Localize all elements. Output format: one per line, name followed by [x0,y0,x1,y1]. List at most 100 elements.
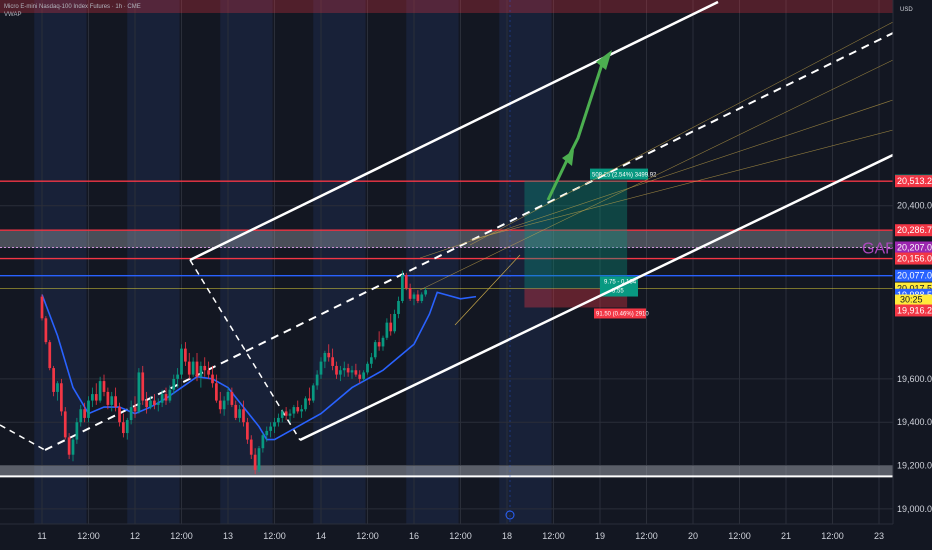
candle-body [292,407,296,414]
channel-lower-line [299,153,894,442]
candle-body [125,420,129,434]
price-tag-label: 20,207.00 [897,242,932,252]
countdown-bg [895,294,932,305]
candle-body [315,374,319,386]
candle-body [234,404,238,418]
session-band [127,0,180,524]
price-tag [895,304,932,317]
candle-body [145,400,148,408]
x-tick-label: 19 [595,531,605,541]
candle-body [253,454,257,470]
candle-body [110,396,114,405]
profit-zone [524,180,628,289]
price-tag [895,175,932,188]
x-tick-label: 12:00 [356,531,379,541]
candle-body [118,407,121,423]
candle-body [249,439,253,455]
candle-body [191,361,195,375]
x-tick-label: 12:00 [542,531,565,541]
candle-body [203,365,207,371]
candle-body [79,409,83,423]
candle-body [141,372,145,401]
session-band [313,0,366,524]
price-tag-label: 20,156.00 [897,254,932,264]
candle-body [207,370,210,375]
x-tick-label: 12:00 [635,531,658,541]
candle-body [296,407,300,412]
candle-body [319,361,323,375]
price-zone [0,465,893,477]
candle-body [218,400,222,410]
x-tick-label: 12:00 [77,531,100,541]
candle-body [269,426,272,431]
price-tag-label: 19,916.25 [897,305,932,315]
fib-fan-line [419,59,894,291]
ratio-label-2: 5.55 [612,289,624,295]
x-tick-label: 16 [409,531,419,541]
channel-upper-line [189,0,719,262]
candle-body [327,352,331,358]
swing-line-2 [189,259,301,441]
candle-body [323,352,327,362]
candle-body [222,400,226,410]
candle-body [160,394,164,403]
price-tag [895,241,932,254]
candle-body [67,437,71,455]
y-tick-label: 19,000.00 [897,504,932,514]
candle-body [56,383,59,392]
candle-body [172,378,176,390]
candle-body [226,391,230,401]
candle-body [424,290,427,295]
candle-body [331,357,334,366]
candle-body [339,370,342,375]
candle-body [211,374,214,384]
fib-fan-line [419,99,894,259]
candle-body [106,391,110,405]
stop-label-bg [594,308,646,319]
candle-body [350,370,354,373]
candle-body [60,383,63,412]
candle-body [358,374,362,379]
projection-arrowhead-mid [562,150,574,166]
candle-body [420,294,424,301]
candle-body [230,391,234,405]
time-axis-bg [0,524,932,550]
y-tick-label: 19,600.00 [897,374,932,384]
candle-body [94,394,98,401]
price-tag-label: 20,077.00 [897,271,932,281]
target-label: 508.25 (2.54%) 3499.92 [592,173,657,179]
x-tick-label: 12:00 [449,531,472,541]
price-tag-label: 20,513.25 [897,176,932,186]
candle-body [156,402,160,405]
candle-body [133,407,137,412]
candle-body [176,374,179,379]
x-tick-label: 12 [130,531,140,541]
candle-body [98,381,102,401]
candle-body [180,348,183,375]
candle-body [44,318,48,343]
x-tick-label: 11 [37,531,46,541]
candle-body [164,394,168,401]
candle-body [184,348,187,362]
x-tick-label: 21 [781,531,791,541]
candle-body [114,396,117,408]
candle-body [91,394,94,401]
candle-body [149,400,152,408]
candle-body [342,368,346,371]
countdown: 30:25 [900,295,923,305]
target-label-bg [590,168,648,180]
x-tick-label: 23 [874,531,884,541]
candle-body [75,422,79,440]
candle-body [153,400,156,405]
instrument-title[interactable]: Micro E-mini Nasdaq-100 Index Futures · … [4,4,141,10]
price-tag [895,252,932,265]
candle-body [168,389,172,401]
candle-body [377,342,381,347]
candle-body [401,274,404,301]
projection-arrowhead [596,50,612,70]
indicator-label[interactable]: VWAP [4,12,22,18]
candle-body [393,313,396,332]
x-tick-label: 14 [316,531,326,541]
